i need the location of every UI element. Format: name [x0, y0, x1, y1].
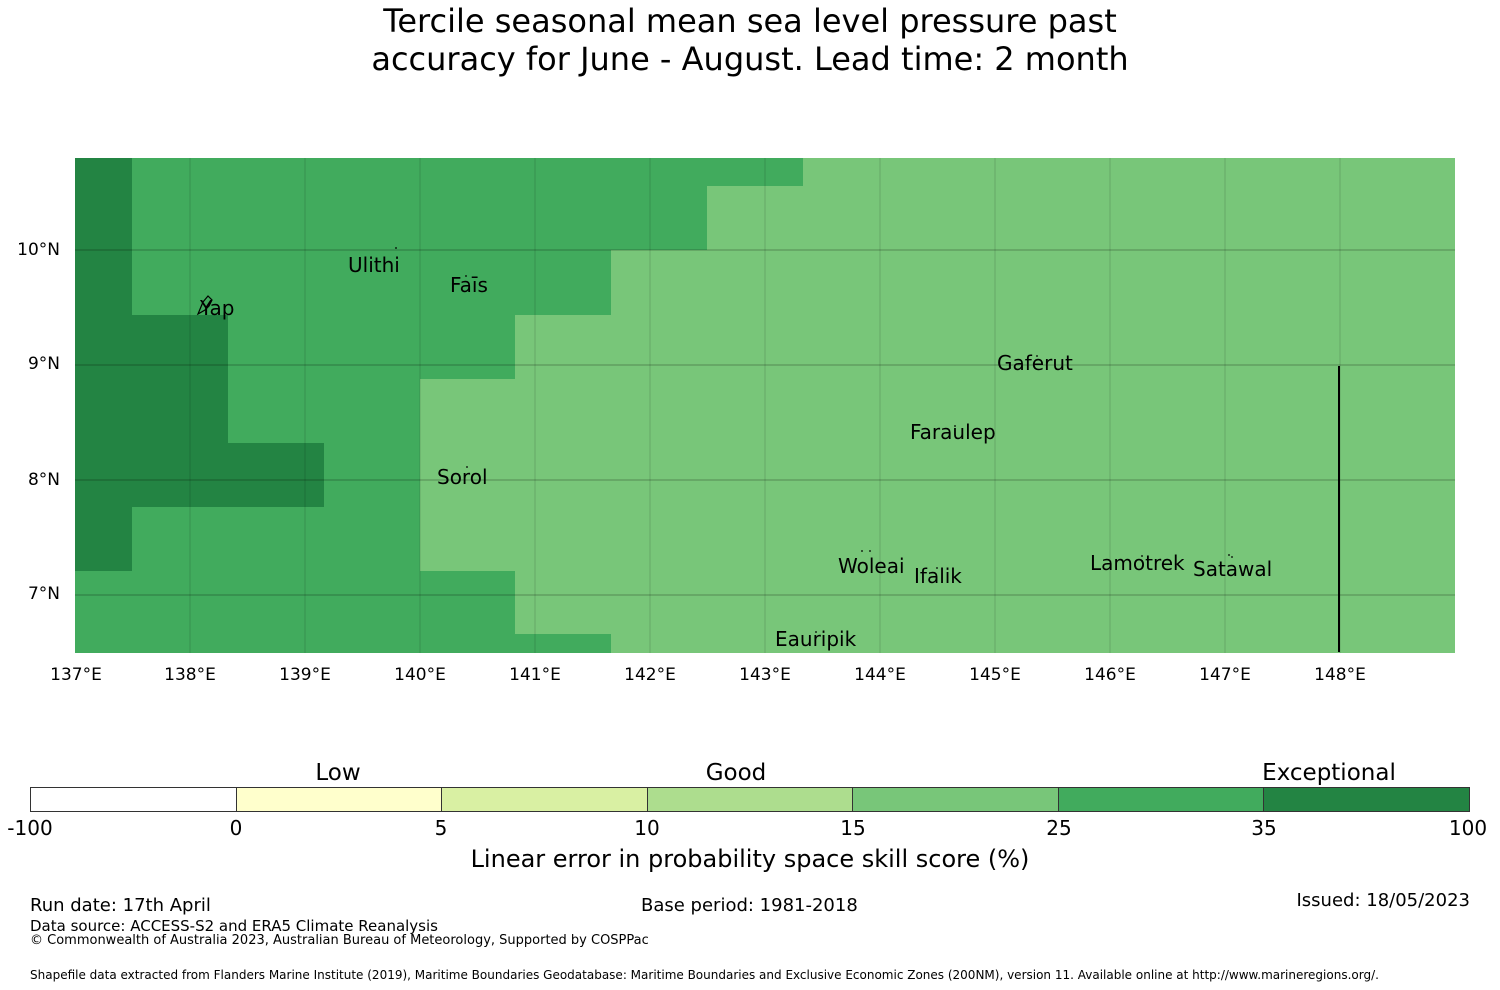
colorbar-tick: -100 — [7, 816, 53, 840]
island-marker — [1036, 355, 1038, 357]
lon-label-142e: 142°E — [624, 665, 676, 685]
place-label-ifalik: Ifalik — [914, 564, 962, 588]
place-label-satawal: Satawal — [1193, 557, 1273, 581]
lon-label-144e: 144°E — [854, 665, 906, 685]
island-marker — [1228, 554, 1230, 556]
cell-high-good — [75, 571, 515, 634]
lon-label-148e: 148°E — [1314, 665, 1366, 685]
colorbar — [30, 787, 1470, 812]
place-label-lamotrek: Lamotrek — [1090, 551, 1185, 575]
title-line-1: Tercile seasonal mean sea level pressure… — [383, 2, 1117, 40]
colorbar-tick: 25 — [1046, 816, 1072, 840]
colorbar-label: Linear error in probability space skill … — [470, 845, 1030, 873]
base-period: Base period: 1981-2018 — [641, 895, 858, 916]
issued-date: Issued: 18/05/2023 — [1296, 890, 1470, 911]
colorbar-segment-2 — [236, 788, 443, 811]
island-marker — [466, 466, 468, 468]
island-marker — [861, 550, 863, 552]
colorbar-tick: 10 — [634, 816, 660, 840]
island-marker — [395, 247, 397, 249]
lat-label-10n: 10°N — [17, 240, 60, 260]
cell-exceptional — [75, 507, 132, 571]
cell-high-good — [75, 634, 611, 653]
lat-label-8n: 8°N — [27, 470, 60, 490]
island-marker — [465, 275, 467, 277]
cell-exceptional — [75, 443, 324, 507]
copyright: © Commonwealth of Australia 2023, Austra… — [30, 933, 649, 948]
chart-title: Tercile seasonal mean sea level pressure… — [0, 2, 1500, 78]
colorbar-segment-1 — [31, 788, 237, 811]
colorbar-segment-5 — [853, 788, 1059, 811]
island-marker — [936, 567, 938, 569]
place-label-faraulep: Faraulep — [910, 420, 996, 444]
lon-label-141e: 141°E — [509, 665, 561, 685]
category-exceptional: Exceptional — [1262, 760, 1396, 786]
colorbar-tick: 35 — [1251, 816, 1277, 840]
colorbar-segment-3 — [442, 788, 648, 811]
title-line-2: accuracy for June - August. Lead time: 2… — [371, 40, 1129, 78]
colorbar-tick: 0 — [229, 816, 243, 840]
island-marker — [815, 631, 817, 633]
colorbar-tick: 15 — [840, 816, 866, 840]
cell-high-good — [75, 186, 707, 250]
place-label-yap: Yap — [200, 296, 235, 320]
colorbar-tick: 100 — [1448, 816, 1488, 840]
colorbar-segment-4 — [647, 788, 854, 811]
colorbar-segment-7 — [1264, 788, 1470, 811]
skill-score-map — [75, 158, 1455, 653]
shapefile-credit: Shapefile data extracted from Flanders M… — [30, 968, 1379, 982]
skill-score-cells — [75, 158, 1455, 653]
category-low: Low — [315, 760, 361, 786]
lon-label-147e: 147°E — [1199, 665, 1251, 685]
place-label-fais: Faīs — [450, 273, 488, 297]
place-label-eauripik: Eauripik — [775, 627, 857, 651]
island-marker — [1231, 556, 1233, 558]
cell-high-good — [75, 158, 803, 186]
place-label-woleai: Woleai — [838, 554, 905, 578]
lon-label-143e: 143°E — [739, 665, 791, 685]
place-label-ulithi: Ulithi — [348, 253, 400, 277]
lat-label-7n: 7°N — [27, 584, 60, 604]
map-gridlines — [75, 158, 1455, 653]
lat-label-9n: 9°N — [27, 354, 60, 374]
place-label-sorol: Sorol — [437, 465, 488, 489]
cell-high-good — [75, 250, 611, 315]
cell-exceptional — [75, 315, 228, 443]
category-good: Good — [705, 760, 767, 786]
colorbar-segment-6 — [1058, 788, 1265, 811]
lon-label-145e: 145°E — [969, 665, 1021, 685]
island-marker — [954, 425, 956, 427]
cell-exceptional — [75, 158, 132, 315]
colorbar-tick: 5 — [434, 816, 448, 840]
run-date: Run date: 17th April — [30, 895, 211, 916]
lon-label-139e: 139°E — [279, 665, 331, 685]
lon-label-137e: 137°E — [50, 665, 102, 685]
island-marker — [869, 550, 871, 552]
place-label-gaferut: Gaferut — [997, 351, 1073, 375]
island-markers — [395, 247, 1233, 633]
data-source: Data source: ACCESS-S2 and ERA5 Climate … — [30, 917, 438, 935]
yap-island-outline — [196, 295, 213, 316]
lon-label-138e: 138°E — [164, 665, 216, 685]
island-marker — [1141, 555, 1143, 557]
lon-label-140e: 140°E — [394, 665, 446, 685]
lon-label-146e: 146°E — [1084, 665, 1136, 685]
